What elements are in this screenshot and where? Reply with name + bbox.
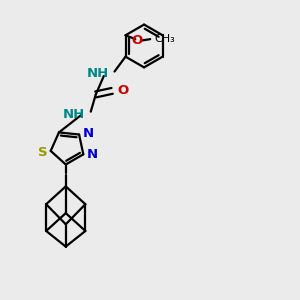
Text: N: N: [87, 148, 98, 161]
Text: S: S: [38, 146, 48, 159]
Text: NH: NH: [63, 108, 86, 121]
Text: N: N: [83, 127, 94, 140]
Text: CH₃: CH₃: [154, 34, 175, 44]
Text: O: O: [131, 34, 142, 47]
Text: NH: NH: [87, 67, 109, 80]
Text: O: O: [118, 84, 129, 97]
